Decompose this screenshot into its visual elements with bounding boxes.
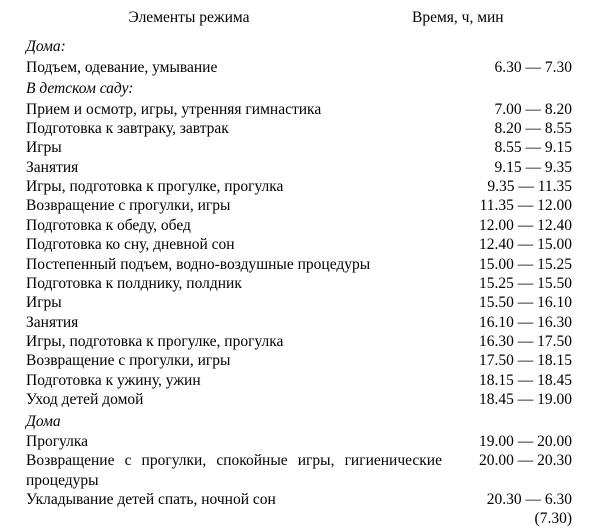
activity-time: 9.15 — 9.35	[450, 158, 572, 177]
table-row: Игры 8.55 — 9.15	[26, 138, 572, 157]
table-row: Игры 15.50 — 16.10	[26, 293, 572, 312]
table-row: Подъем, одевание, умывание 6.30 — 7.30	[26, 58, 572, 77]
activity-label: Игры	[26, 293, 450, 312]
footer-paren: (7.30)	[450, 509, 572, 528]
table-row: Игры, подготовка к прогулке, прогулка 16…	[26, 332, 572, 351]
activity-label: Возвращение с прогулки, спокойные игры, …	[26, 451, 450, 490]
table-row: Подготовка ко сну, дневной сон 12.40 — 1…	[26, 235, 572, 254]
activity-label: Подготовка к ужину, ужин	[26, 371, 450, 390]
activity-label: Игры	[26, 138, 450, 157]
activity-time: 15.50 — 16.10	[450, 293, 572, 312]
activity-time: 18.45 — 19.00	[450, 390, 572, 409]
activity-time: 9.35 — 11.35	[450, 177, 572, 196]
activity-label: Занятия	[26, 158, 450, 177]
activity-label: Прогулка	[26, 432, 450, 451]
header-time: Время, ч, мин	[412, 8, 572, 27]
activity-label: Постепенный подъем, водно-воздушные проц…	[26, 255, 450, 274]
activity-label: Прием и осмотр, игры, утренняя гимнастик…	[26, 100, 450, 119]
activity-label: Укладывание детей спать, ночной сон	[26, 490, 450, 509]
activity-label: Подготовка к обеду, обед	[26, 216, 450, 235]
table-row: (7.30)	[26, 509, 572, 528]
activity-time: 16.30 — 17.50	[450, 332, 572, 351]
table-row: Подготовка к обеду, обед 12.00 — 12.40	[26, 216, 572, 235]
activity-label: Занятия	[26, 313, 450, 332]
activity-time: 12.00 — 12.40	[450, 216, 572, 235]
activity-time: 18.15 — 18.45	[450, 371, 572, 390]
table-row: Прием и осмотр, игры, утренняя гимнастик…	[26, 100, 572, 119]
table-row: Возвращение с прогулки, игры 17.50 — 18.…	[26, 351, 572, 370]
activity-label: Подготовка к завтраку, завтрак	[26, 119, 450, 138]
table-row: Занятия 16.10 — 16.30	[26, 313, 572, 332]
activity-label: Игры, подготовка к прогулке, прогулка	[26, 332, 450, 351]
activity-label: Возвращение с прогулки, игры	[26, 196, 450, 215]
activity-time: 19.00 — 20.00	[450, 432, 572, 451]
activity-time: 15.00 — 15.25	[450, 255, 572, 274]
section-title-home-1: Дома:	[26, 37, 572, 56]
activity-time: 8.20 — 8.55	[450, 119, 572, 138]
table-row: Возвращение с прогулки, спокойные игры, …	[26, 451, 572, 490]
activity-time: 20.30 — 6.30	[450, 490, 572, 509]
section-title-kindergarten: В детском саду:	[26, 79, 572, 98]
table-row: Подготовка к завтраку, завтрак 8.20 — 8.…	[26, 119, 572, 138]
activity-label: Подготовка ко сну, дневной сон	[26, 235, 450, 254]
activity-time: 20.00 — 20.30	[450, 451, 572, 470]
activity-label: Подъем, одевание, умывание	[26, 58, 450, 77]
schedule-page: Элементы режима Время, ч, мин Дома: Подъ…	[0, 0, 594, 529]
activity-time: 17.50 — 18.15	[450, 351, 572, 370]
table-row: Игры, подготовка к прогулке, прогулка 9.…	[26, 177, 572, 196]
activity-time: 15.25 — 15.50	[450, 274, 572, 293]
activity-label: Уход детей домой	[26, 390, 450, 409]
table-header: Элементы режима Время, ч, мин	[26, 8, 572, 27]
header-activities: Элементы режима	[26, 8, 292, 27]
table-row: Прогулка 19.00 — 20.00	[26, 432, 572, 451]
activity-label: Игры, подготовка к прогулке, прогулка	[26, 177, 450, 196]
activity-time: 16.10 — 16.30	[450, 313, 572, 332]
table-row: Возвращение с прогулки, игры 11.35 — 12.…	[26, 196, 572, 215]
table-row: Постепенный подъем, водно-воздушные проц…	[26, 255, 572, 274]
table-row: Укладывание детей спать, ночной сон 20.3…	[26, 490, 572, 509]
activity-time: 11.35 — 12.00	[450, 196, 572, 215]
table-row: Подготовка к полднику, полдник 15.25 — 1…	[26, 274, 572, 293]
activity-time: 6.30 — 7.30	[450, 58, 572, 77]
activity-label: Возвращение с прогулки, игры	[26, 351, 450, 370]
section-title-home-2: Дома	[26, 412, 572, 431]
table-row: Занятия 9.15 — 9.35	[26, 158, 572, 177]
activity-time: 8.55 — 9.15	[450, 138, 572, 157]
activity-time: 7.00 — 8.20	[450, 100, 572, 119]
activity-label: Подготовка к полднику, полдник	[26, 274, 450, 293]
table-row: Подготовка к ужину, ужин 18.15 — 18.45	[26, 371, 572, 390]
activity-time: 12.40 — 15.00	[450, 235, 572, 254]
table-row: Уход детей домой 18.45 — 19.00	[26, 390, 572, 409]
